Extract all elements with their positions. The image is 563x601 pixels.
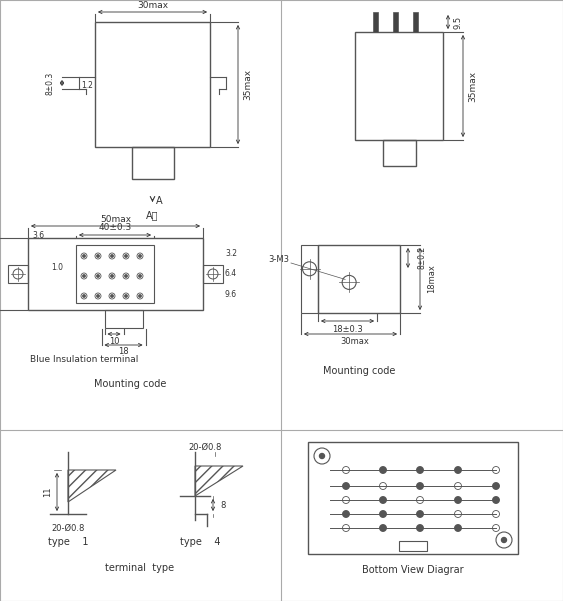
Circle shape (454, 466, 462, 474)
Circle shape (111, 295, 113, 297)
Text: 20-Ø0.8: 20-Ø0.8 (188, 442, 222, 451)
Circle shape (97, 275, 99, 277)
Bar (203, 265, 223, 283)
Circle shape (417, 525, 423, 531)
Circle shape (125, 255, 127, 257)
Bar (95, 22, 210, 147)
Bar (373, 12, 378, 32)
Circle shape (454, 496, 462, 504)
Circle shape (342, 483, 350, 489)
Text: 6.4: 6.4 (225, 269, 237, 278)
Bar (399, 541, 427, 551)
Circle shape (83, 255, 85, 257)
Circle shape (83, 295, 85, 297)
Text: A向: A向 (146, 210, 159, 220)
Circle shape (319, 454, 324, 459)
Text: type    1: type 1 (48, 537, 88, 547)
Text: 10: 10 (109, 337, 119, 346)
Circle shape (417, 466, 423, 474)
Circle shape (111, 255, 113, 257)
Text: 30max: 30max (137, 1, 168, 10)
Bar (132, 147, 173, 179)
Text: 11: 11 (43, 487, 52, 497)
Circle shape (379, 496, 387, 504)
Circle shape (125, 275, 127, 277)
Text: 35max: 35max (244, 69, 252, 100)
Text: 3-M3: 3-M3 (269, 255, 289, 264)
Bar (318, 245, 400, 313)
Text: 3.2: 3.2 (225, 249, 237, 258)
Text: A: A (156, 196, 163, 206)
Text: 50max: 50max (100, 215, 131, 224)
Bar (393, 12, 398, 32)
Bar (105, 310, 142, 328)
Bar (8, 265, 28, 283)
Text: 35max: 35max (468, 70, 477, 102)
Text: type    4: type 4 (180, 537, 220, 547)
Circle shape (417, 510, 423, 517)
Bar (355, 32, 443, 140)
Text: 30max: 30max (341, 338, 369, 347)
Text: Bottom View Diagrar: Bottom View Diagrar (362, 565, 464, 575)
Bar (301, 245, 318, 313)
Circle shape (139, 295, 141, 297)
Text: 8±0.2: 8±0.2 (418, 246, 427, 269)
Circle shape (502, 537, 507, 543)
Circle shape (342, 510, 350, 517)
Text: terminal  type: terminal type (105, 563, 175, 573)
Circle shape (417, 483, 423, 489)
Circle shape (139, 275, 141, 277)
Circle shape (111, 275, 113, 277)
Bar (28, 238, 203, 310)
Text: 18max: 18max (427, 264, 436, 293)
Text: 1.0: 1.0 (51, 263, 63, 272)
Circle shape (97, 255, 99, 257)
Circle shape (493, 496, 499, 504)
Bar (76, 245, 154, 303)
Text: Mounting code: Mounting code (323, 366, 395, 376)
Bar (308, 442, 518, 554)
Text: 18±0.3: 18±0.3 (332, 325, 363, 334)
Text: 9.5: 9.5 (454, 16, 462, 29)
Circle shape (379, 525, 387, 531)
Text: Blue Insulation terminal: Blue Insulation terminal (30, 356, 138, 364)
Text: Mounting code: Mounting code (95, 379, 167, 389)
Text: 8±0.3: 8±0.3 (46, 72, 55, 94)
Circle shape (139, 255, 141, 257)
Bar (382, 140, 415, 166)
Circle shape (493, 483, 499, 489)
Bar (413, 12, 418, 32)
Circle shape (125, 295, 127, 297)
Text: 8: 8 (220, 501, 226, 510)
Text: 1.2: 1.2 (81, 82, 93, 91)
Circle shape (454, 525, 462, 531)
Text: 9.6: 9.6 (225, 290, 237, 299)
Circle shape (379, 466, 387, 474)
Circle shape (379, 510, 387, 517)
Text: 40±0.3: 40±0.3 (99, 224, 132, 233)
Circle shape (83, 275, 85, 277)
Circle shape (97, 295, 99, 297)
Text: 20-Ø0.8: 20-Ø0.8 (51, 523, 84, 532)
Text: 3.6: 3.6 (32, 231, 44, 240)
Text: 18: 18 (118, 347, 129, 356)
